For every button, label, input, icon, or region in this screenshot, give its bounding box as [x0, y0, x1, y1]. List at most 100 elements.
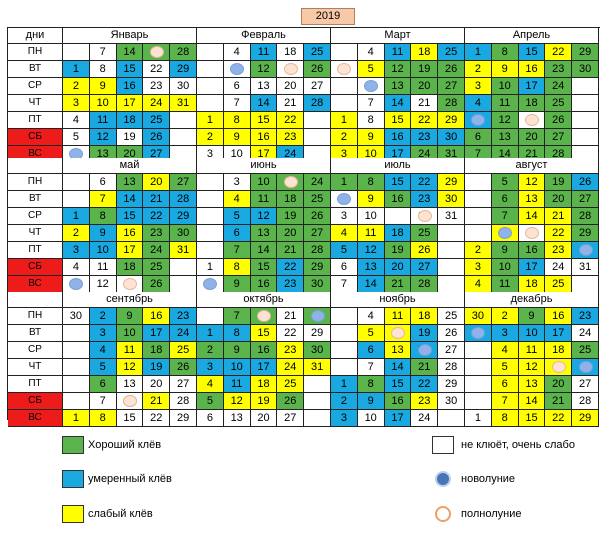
day-cell-text: 6 — [99, 176, 106, 188]
day-cell: 21 — [545, 393, 573, 410]
day-cell: 24 — [411, 410, 439, 427]
day-cell-text: 11 — [391, 46, 404, 58]
day-header-blank — [8, 292, 63, 308]
day-cell: 13 — [357, 259, 385, 276]
full-moon-icon — [435, 506, 451, 522]
day-cell-text: 17 — [391, 412, 404, 424]
day-cell — [572, 112, 599, 129]
day-cell: 30 — [438, 393, 465, 410]
day-cell-text: 23 — [150, 227, 163, 239]
day-cell-text: 23 — [418, 193, 431, 205]
day-cell-text: 28 — [444, 361, 458, 373]
day-cell-text: 17 — [123, 97, 136, 109]
day-cell-text: 20 — [284, 80, 297, 92]
day-header-blank — [8, 158, 63, 174]
day-cell: 7 — [89, 393, 117, 410]
day-cell-text: 11 — [96, 114, 109, 126]
day-cell-text: 24 — [552, 80, 565, 92]
day-cell: 30 — [304, 342, 331, 359]
day-cell-text: 7 — [99, 193, 106, 205]
day-cell-text: 15 — [525, 46, 538, 58]
day-cell-text: 9 — [367, 131, 374, 143]
day-cell: 9 — [223, 276, 251, 293]
day-cell: 18 — [411, 44, 439, 61]
day-cell — [197, 174, 224, 191]
day-cell-text: 22 — [418, 114, 431, 126]
day-cell-text: 29 — [176, 210, 190, 222]
day-cell: 23 — [411, 393, 439, 410]
day-cell-text: 27 — [578, 193, 592, 205]
day-cell: 24 — [572, 325, 599, 342]
day-cell: 26 — [277, 393, 305, 410]
day-cell-text: 30 — [578, 63, 592, 75]
day-cell: 12 — [491, 112, 519, 129]
day-cell — [465, 191, 492, 208]
new-moon-icon — [230, 63, 245, 75]
day-cell: 30 — [438, 129, 465, 146]
day-cell: 29 — [438, 112, 465, 129]
day-cell: 7 — [89, 191, 117, 208]
day-cell: 31 — [572, 259, 599, 276]
day-cell-text: 8 — [501, 412, 508, 424]
day-cell-text: 24 — [176, 327, 190, 339]
day-cell: 1 — [63, 61, 90, 78]
day-cell-text: 3 — [72, 97, 79, 109]
day-cell-text: 18 — [418, 46, 431, 58]
day-label: ВТ — [8, 325, 63, 342]
day-cell: 27 — [572, 191, 599, 208]
day-cell-text: 25 — [418, 227, 431, 239]
day-cell-text: 6 — [501, 193, 508, 205]
day-cell — [197, 225, 224, 242]
day-cell-text: 5 — [72, 131, 79, 143]
day-cell: 1 — [63, 410, 90, 427]
day-cell-text: 21 — [418, 97, 431, 109]
day-cell: 3 — [465, 78, 492, 95]
day-cell-text: 10 — [364, 148, 377, 160]
day-cell: 26 — [572, 174, 599, 191]
day-cell: 27 — [277, 410, 305, 427]
day-cell-text: 9 — [233, 344, 240, 356]
day-cell: 15 — [518, 44, 546, 61]
day-cell: 7 — [89, 44, 117, 61]
day-cell: 5 — [63, 129, 90, 146]
day-cell: 29 — [170, 61, 197, 78]
day-cell: 20 — [277, 78, 305, 95]
day-cell — [331, 359, 358, 376]
month-title-text: октябрь — [243, 293, 284, 305]
day-cell-text: 3 — [340, 210, 347, 222]
day-cell-text: 25 — [444, 310, 458, 322]
day-cell-text: 11 — [498, 97, 511, 109]
day-cell-text: 27 — [552, 131, 565, 143]
day-cell: 31 — [304, 359, 331, 376]
day-cell: 10 — [357, 410, 385, 427]
day-cell-text: 13 — [123, 176, 136, 188]
day-cell: 25 — [143, 112, 171, 129]
day-cell: 5 — [491, 359, 519, 376]
day-cell-text: 26 — [310, 210, 324, 222]
day-cell-text: 5 — [367, 63, 374, 75]
day-cell-text: 9 — [233, 278, 240, 290]
day-cell-text: 18 — [123, 114, 136, 126]
day-cell: 3 — [465, 259, 492, 276]
day-cell-text: 23 — [176, 310, 190, 322]
day-cell-text: 9 — [233, 131, 240, 143]
day-cell: 30 — [170, 225, 197, 242]
day-cell: 8 — [223, 259, 251, 276]
day-cell-text: 12 — [257, 210, 270, 222]
day-cell: 9 — [357, 129, 385, 146]
day-cell-text: 14 — [391, 97, 404, 109]
day-cell-text: 30 — [69, 310, 83, 322]
day-cell: 16 — [518, 242, 546, 259]
day-cell: 28 — [170, 44, 197, 61]
day-cell-text: 27 — [176, 378, 190, 390]
day-cell: 22 — [277, 259, 305, 276]
day-cell-text: 13 — [257, 80, 270, 92]
day-cell: 13 — [116, 376, 144, 393]
day-cell-text: 25 — [176, 344, 190, 356]
day-cell: 21 — [384, 276, 412, 293]
day-cell: 9 — [357, 191, 385, 208]
day-cell-text: 19 — [418, 63, 431, 75]
day-label: ПТ — [8, 112, 63, 129]
day-cell-text: 17 — [150, 327, 163, 339]
day-cell-text: 3 — [474, 80, 481, 92]
